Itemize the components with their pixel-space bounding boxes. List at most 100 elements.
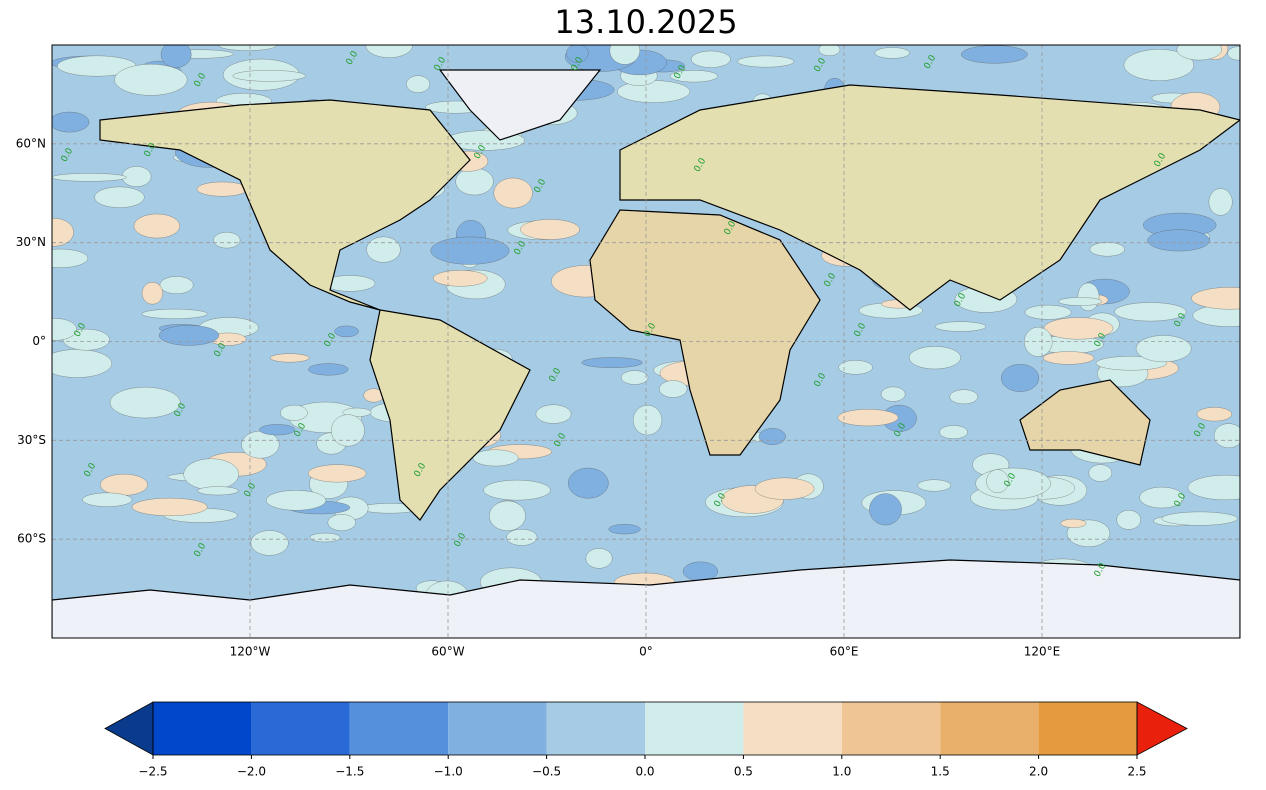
patch: [1191, 287, 1240, 310]
colorbar-tick-label: 2.0: [1029, 765, 1048, 779]
lon-tick-label: 60°E: [830, 645, 859, 659]
lat-tick-label: 30°N: [16, 235, 46, 249]
patch: [270, 353, 310, 363]
patch: [949, 389, 978, 405]
greenland: [438, 69, 602, 141]
patch: [1088, 464, 1113, 482]
colorbar-tick-label: −2.0: [237, 765, 266, 779]
patch: [232, 70, 306, 82]
patch: [837, 409, 899, 427]
patch: [52, 173, 127, 182]
colorbar-tick-label: 0.0: [635, 765, 654, 779]
patch: [100, 473, 148, 496]
patch: [535, 404, 572, 424]
colorbar-segment: [546, 702, 645, 755]
patch: [1208, 188, 1233, 216]
patch: [632, 405, 663, 436]
axes: 120°W 60°W 0° 60°E 120°E 60°N 30°N 0° 30°S 60°S: [16, 136, 1061, 658]
patch: [114, 64, 188, 96]
patch: [483, 479, 551, 501]
patch: [455, 167, 494, 196]
grid: [52, 45, 1240, 638]
title: 13.10.2025: [554, 3, 737, 41]
patch: [874, 47, 910, 59]
patch: [1114, 302, 1187, 322]
patch: [682, 561, 719, 581]
patch: [1176, 45, 1222, 61]
colorbar-segment: [940, 702, 1039, 755]
colorbar-tick-label: 1.5: [931, 765, 950, 779]
patch: [1161, 511, 1238, 526]
patch: [213, 232, 241, 249]
patch: [1024, 326, 1053, 357]
patch: [52, 248, 89, 268]
patch: [342, 407, 372, 417]
patch: [265, 490, 327, 511]
patch: [250, 530, 289, 556]
patch: [133, 213, 181, 239]
patch: [366, 236, 401, 263]
south-america: [369, 309, 531, 521]
eurasia: [619, 84, 1240, 311]
patch: [1116, 510, 1141, 530]
patch: [585, 548, 613, 569]
patch: [690, 50, 731, 68]
patch: [581, 357, 643, 368]
patch: [158, 325, 220, 346]
patch: [82, 492, 133, 507]
patch: [109, 386, 181, 419]
patch: [1089, 242, 1125, 257]
patch: [196, 181, 248, 197]
patch: [1077, 282, 1100, 312]
patch: [1024, 304, 1072, 320]
colorbar-segment: [841, 702, 941, 755]
lat-tick-label: 0°: [32, 334, 46, 348]
patch: [472, 449, 519, 467]
lon-tick-label: 60°W: [431, 645, 464, 659]
patch: [608, 524, 641, 535]
colorbar-extend-max: [1136, 701, 1188, 756]
patch: [1196, 407, 1232, 422]
lon-tick-label: 120°W: [230, 645, 271, 659]
colorbar-tick-label: −0.5: [532, 765, 561, 779]
lon-tick-label: 0°: [639, 645, 653, 659]
patch: [159, 276, 194, 294]
patch: [986, 469, 1009, 494]
lat-tick-label: 60°N: [16, 136, 46, 150]
patch: [1135, 335, 1192, 363]
patch: [1139, 486, 1184, 509]
patch: [433, 270, 488, 287]
patch: [567, 467, 609, 499]
patch: [869, 493, 902, 526]
patch: [1001, 364, 1040, 392]
australia: [1019, 379, 1151, 466]
patch: [1043, 351, 1095, 365]
patch: [1060, 518, 1087, 528]
patch: [307, 464, 367, 483]
patch: [880, 386, 906, 402]
patch: [52, 111, 90, 133]
patch: [327, 514, 356, 531]
patch: [1213, 423, 1240, 448]
patch: [331, 414, 365, 447]
patch: [737, 55, 795, 68]
colorbar-segment: [1038, 702, 1137, 755]
patch: [935, 321, 987, 332]
patch: [520, 219, 580, 240]
patch: [566, 45, 589, 63]
patch: [160, 45, 192, 68]
lat-tick-label: 60°S: [17, 532, 46, 546]
patch: [758, 428, 786, 445]
north-america: [99, 99, 471, 311]
colorbar-tick-label: −2.5: [138, 765, 167, 779]
patch: [506, 529, 538, 546]
patch: [406, 75, 430, 93]
patch: [1187, 475, 1240, 501]
patch: [939, 425, 968, 439]
map-frame: [51, 44, 1241, 639]
patch: [183, 458, 240, 491]
patch: [334, 325, 359, 338]
patch: [121, 166, 152, 187]
patch: [659, 380, 688, 398]
